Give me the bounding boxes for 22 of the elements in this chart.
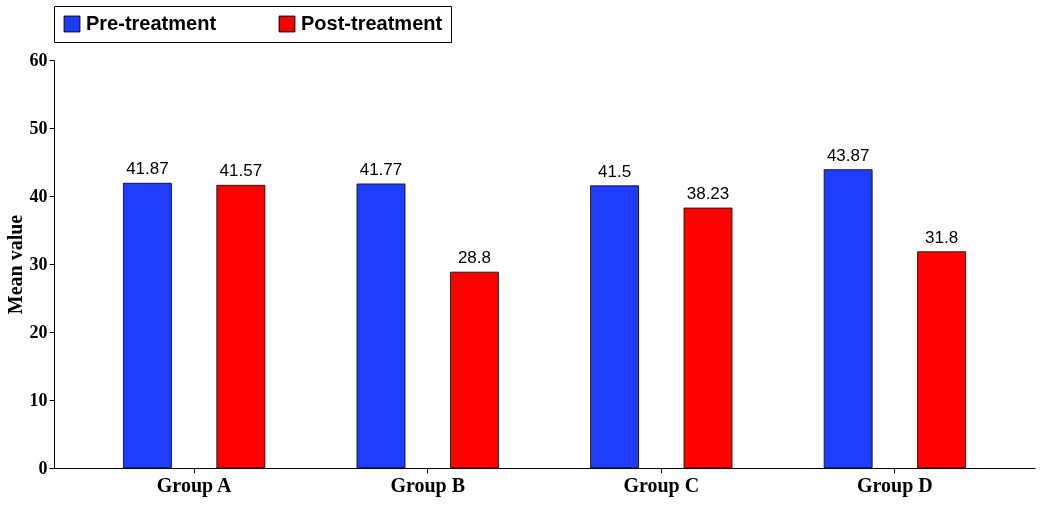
x-tick-label: Group D	[856, 473, 933, 497]
y-tick-label: 20	[29, 321, 48, 342]
x-tick-label: Group B	[390, 473, 466, 497]
data-label: 43.87	[826, 145, 870, 165]
y-tick-label: 0	[38, 457, 48, 478]
x-tick-label: Group A	[156, 473, 233, 497]
data-label: 41.5	[598, 161, 632, 181]
y-tick-label: 50	[29, 117, 48, 138]
y-tick-label: 10	[29, 389, 48, 410]
legend-label: Post-treatment	[301, 12, 443, 34]
data-label: 41.87	[126, 159, 169, 179]
data-label: 38.23	[686, 184, 730, 204]
y-axis-title: Mean value	[3, 214, 26, 315]
y-tick-label: 40	[29, 185, 48, 206]
data-label: 41.77	[359, 159, 403, 179]
data-label: 41.57	[219, 161, 263, 181]
y-tick-label: 60	[29, 49, 48, 70]
data-label: 31.8	[925, 227, 959, 247]
x-tick-label: Group C	[623, 473, 700, 497]
legend-label: Pre-treatment	[86, 12, 217, 34]
y-tick-label: 30	[29, 253, 48, 274]
data-label: 28.8	[457, 248, 491, 268]
